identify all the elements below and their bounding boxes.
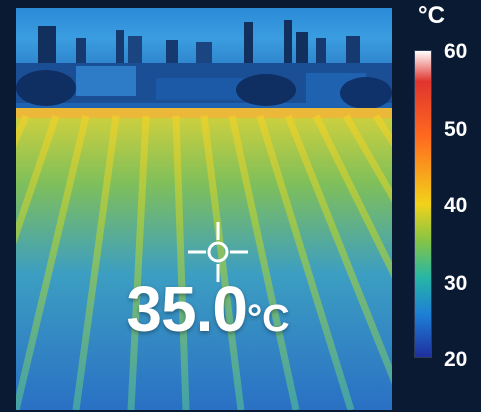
roof-surface: [16, 108, 392, 410]
color-scale-bar: [414, 50, 432, 358]
thermal-image: [16, 8, 392, 410]
scale-tick-50: 50: [444, 118, 468, 141]
scale-tick-40: 40: [444, 194, 468, 217]
temperature-unit: °C: [246, 298, 290, 340]
scale-unit-label: °C: [418, 2, 445, 29]
crosshair-icon: [188, 222, 248, 282]
scale-tick-60: 60: [444, 40, 468, 63]
temperature-readout: 35.0°C: [98, 272, 318, 346]
scale-tick-20: 20: [444, 348, 468, 371]
city-skyline: [16, 20, 392, 109]
scale-tick-30: 30: [444, 272, 468, 295]
temperature-value: 35.0: [126, 273, 248, 345]
